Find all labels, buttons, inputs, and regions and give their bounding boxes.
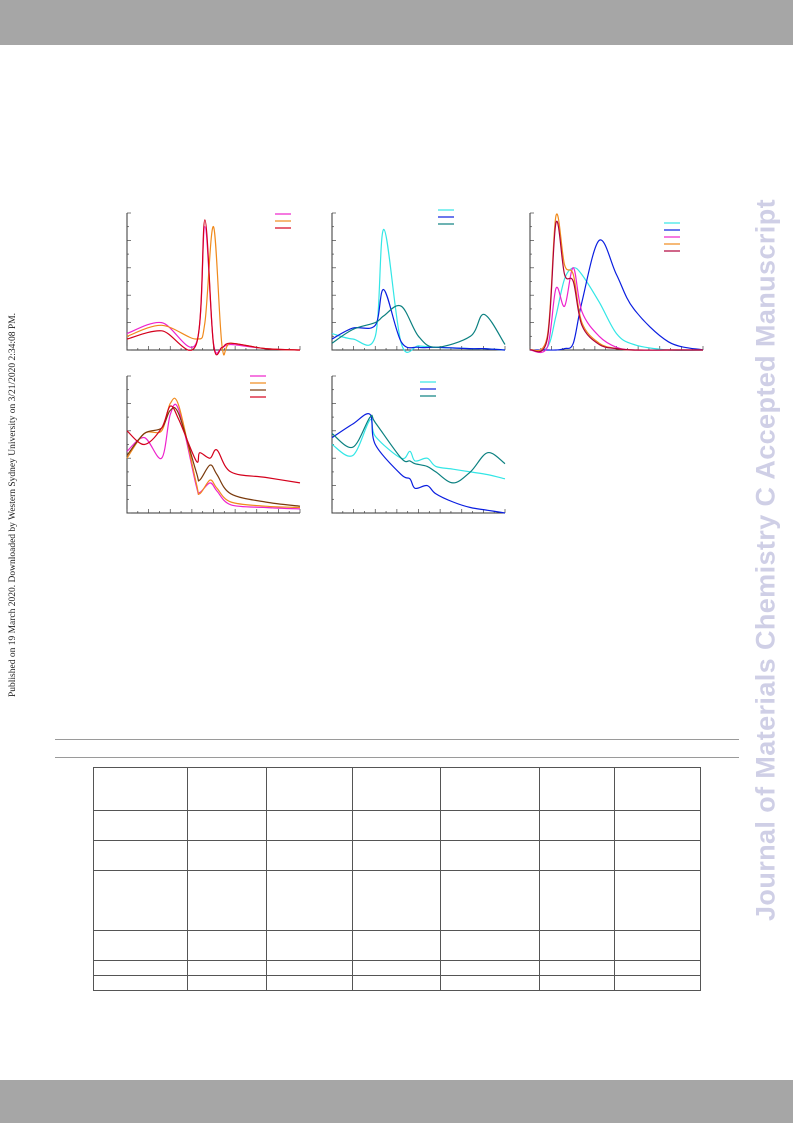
table-cell: [265, 870, 353, 931]
series-line: [126, 226, 301, 354]
table-row: [93, 870, 701, 931]
table-cell: [614, 810, 701, 841]
table-cell: [186, 840, 267, 871]
table-row: [93, 840, 701, 871]
table-cell: [539, 960, 616, 976]
table-cell: [351, 870, 442, 931]
table-row: [93, 960, 701, 976]
panel-top-left: [126, 212, 301, 356]
table-cell: [186, 767, 267, 811]
table-cell: [440, 870, 541, 931]
series-line: [331, 228, 506, 353]
table-cell: [93, 810, 188, 841]
table-cell: [265, 930, 353, 961]
plot-axes: [331, 376, 505, 514]
table-cell: [265, 975, 353, 991]
table-cell: [351, 767, 442, 811]
table-cell: [539, 975, 616, 991]
table-cell: [265, 960, 353, 976]
table-header-rule: [55, 757, 739, 758]
series-line: [126, 407, 301, 507]
top-header-band: [0, 0, 793, 45]
table-cell: [93, 870, 188, 931]
table-cell: [440, 810, 541, 841]
table-cell: [186, 930, 267, 961]
table-cell: [614, 930, 701, 961]
table-cell: [93, 930, 188, 961]
series-line: [331, 413, 506, 514]
panel-bottom-middle: [331, 375, 506, 514]
table-cell: [539, 930, 616, 961]
series-line: [126, 226, 301, 356]
table-cell: [93, 767, 188, 811]
table-cell: [539, 870, 616, 931]
plot-axes: [126, 376, 300, 514]
table-cell: [265, 840, 353, 871]
table-cell: [614, 975, 701, 991]
panel-top-middle: [331, 209, 506, 353]
series-line: [331, 414, 506, 484]
table-cell: [93, 960, 188, 976]
table-cell: [351, 930, 442, 961]
table-cell: [614, 767, 701, 811]
table-cell: [186, 810, 267, 841]
series-line: [530, 239, 704, 351]
table-top-rule: [55, 739, 739, 740]
table-cell: [265, 767, 353, 811]
series-line: [126, 219, 301, 356]
table-cell: [614, 870, 701, 931]
bottom-footer-band: [0, 1080, 793, 1123]
series-line: [331, 289, 506, 351]
table-cell: [614, 960, 701, 976]
series-line: [529, 213, 703, 352]
table-cell: [539, 767, 616, 811]
table-cell: [440, 930, 541, 961]
table-cell: [440, 767, 541, 811]
table-cell: [265, 810, 353, 841]
table-row: [93, 930, 701, 961]
series-line: [126, 403, 301, 510]
table-cell: [351, 810, 442, 841]
table-row: [93, 975, 701, 991]
data-table: [93, 767, 701, 991]
plot-axes: [529, 213, 703, 351]
series-line: [126, 397, 301, 509]
series-line: [331, 418, 506, 480]
table-cell: [186, 960, 267, 976]
table-cell: [440, 975, 541, 991]
plot-axes: [126, 213, 300, 351]
panel-top-right: [529, 212, 704, 354]
table-cell: [351, 960, 442, 976]
table-row: [93, 810, 701, 841]
table-cell: [186, 975, 267, 991]
series-line: [529, 267, 703, 354]
table-cell: [93, 975, 188, 991]
panel-bottom-left: [126, 375, 301, 514]
table-cell: [93, 840, 188, 871]
series-line: [126, 405, 301, 484]
series-line: [331, 304, 506, 348]
series-line: [529, 267, 704, 352]
table-cell: [614, 840, 701, 871]
series-line: [529, 220, 703, 353]
plot-axes: [331, 213, 505, 351]
table-cell: [351, 975, 442, 991]
watermark-text: Journal of Materials Chemistry C Accepte…: [750, 199, 781, 921]
table-cell: [539, 840, 616, 871]
table-cell: [440, 840, 541, 871]
table-cell: [186, 870, 267, 931]
table-row: [93, 767, 701, 811]
download-notice-text: Published on 19 March 2020. Downloaded b…: [8, 312, 18, 698]
table-cell: [351, 840, 442, 871]
table-cell: [539, 810, 616, 841]
table-cell: [440, 960, 541, 976]
